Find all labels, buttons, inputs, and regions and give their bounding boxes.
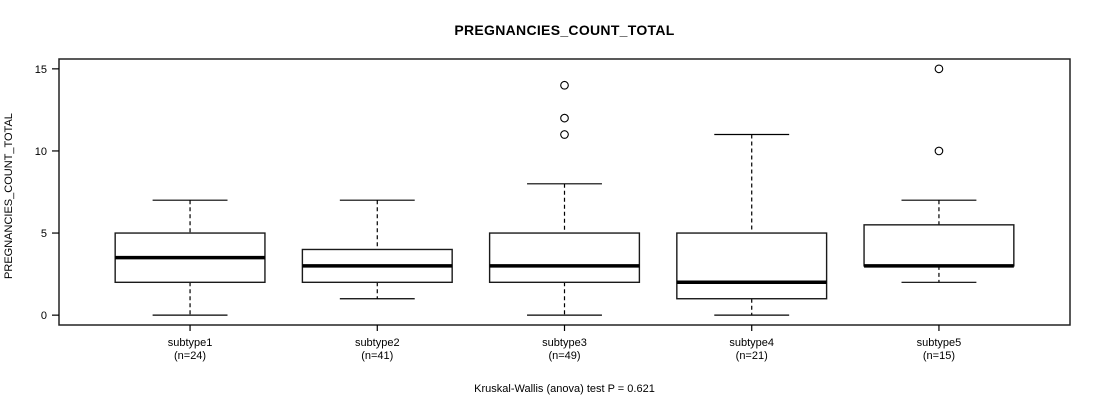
- box-subtype3: [488, 232, 641, 284]
- outlier-point: [560, 130, 569, 139]
- subtype-name: subtype3: [542, 337, 587, 349]
- subtype-name: subtype5: [916, 337, 962, 349]
- subtype-count: (n=24): [173, 350, 207, 362]
- x-axis-label-subtype5: subtype5 (n=15): [849, 337, 1029, 363]
- subtype-name: subtype2: [354, 337, 400, 349]
- outlier-point: [560, 113, 569, 123]
- y-tick-label: 0: [41, 310, 47, 322]
- subtype-name: subtype4: [729, 337, 775, 349]
- outlier-point: [934, 64, 944, 74]
- outlier-point: [934, 146, 944, 156]
- subtype-count: (n=49): [548, 350, 581, 362]
- x-axis-label-subtype3: subtype3 (n=49): [475, 337, 655, 363]
- y-tick-label: 5: [41, 228, 47, 240]
- x-axis-label-subtype2: subtype2 (n=41): [287, 337, 467, 363]
- x-axis-label-subtype1: subtype1 (n=24): [100, 337, 280, 363]
- y-tick-label: 10: [35, 146, 47, 158]
- subtype-count: (n=15): [922, 350, 955, 362]
- subtype-count: (n=41): [361, 350, 394, 362]
- box-subtype5: [863, 224, 1015, 267]
- kruskal-wallis-footnote: Kruskal-Wallis (anova) test P = 0.621: [474, 383, 655, 395]
- chart-title: PREGNANCIES_COUNT_TOTAL: [454, 22, 675, 38]
- box-subtype4: [676, 232, 828, 300]
- subtype-name: subtype1: [167, 337, 213, 349]
- y-tick-label: 15: [35, 64, 47, 76]
- outlier-point: [560, 80, 569, 90]
- x-axis-label-subtype4: subtype4 (n=21): [662, 337, 842, 363]
- subtype-count: (n=21): [735, 350, 768, 362]
